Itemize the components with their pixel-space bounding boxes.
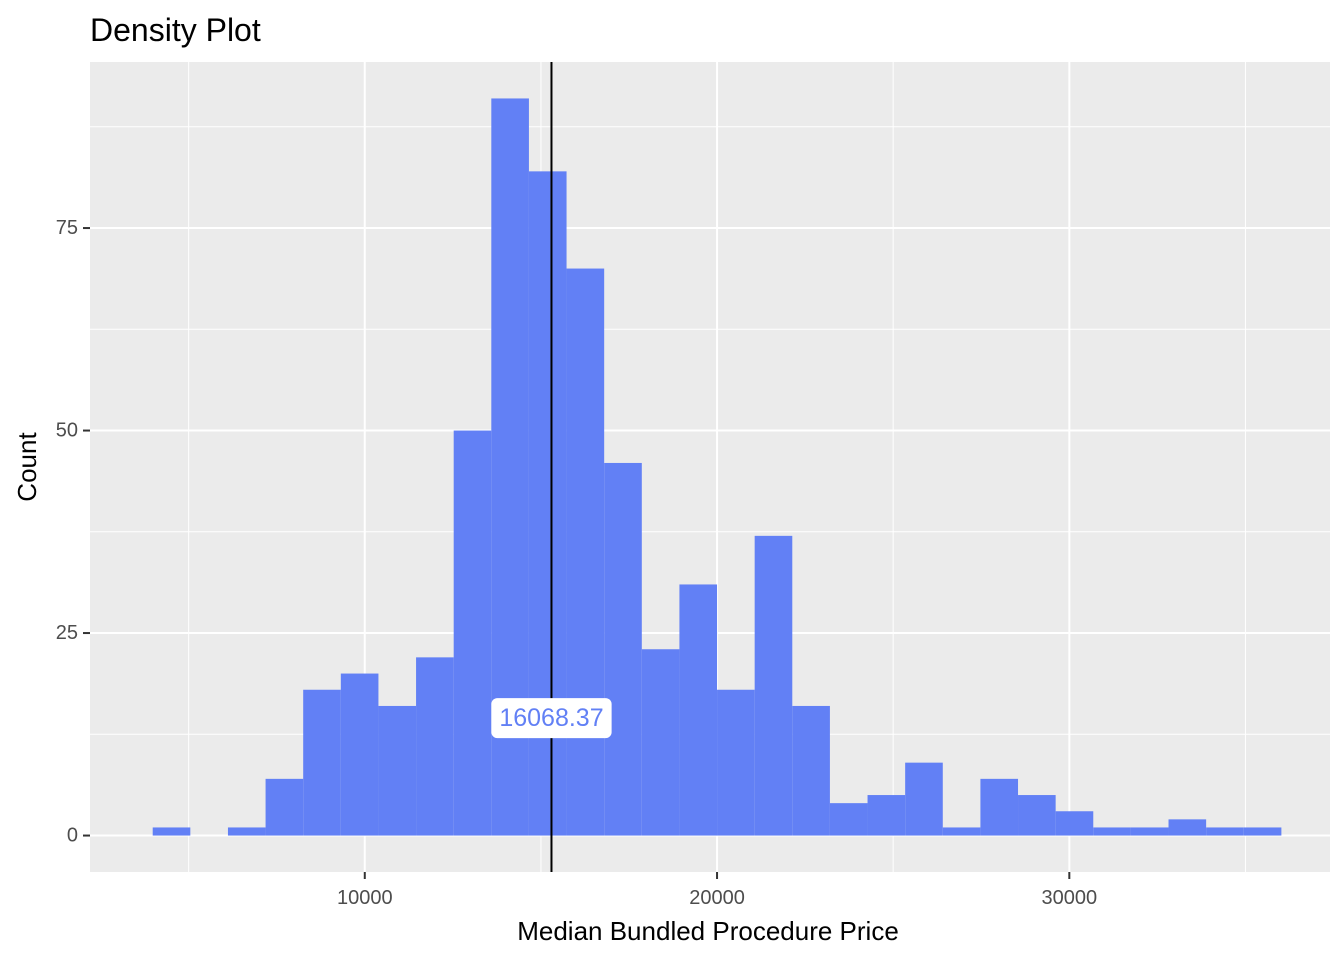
- histogram-bars: [152, 98, 1282, 836]
- y-axis-title: Count: [12, 432, 42, 502]
- histogram-bar: [378, 705, 417, 836]
- y-tick-label: 75: [56, 217, 78, 239]
- histogram-bar: [416, 657, 454, 836]
- histogram-bar: [1168, 819, 1207, 836]
- histogram-bar: [340, 673, 379, 836]
- histogram-bar: [980, 778, 1019, 836]
- x-axis: 10000 20000 30000: [337, 872, 1097, 909]
- histogram-bar: [717, 689, 755, 836]
- histogram-bar: [942, 827, 981, 836]
- histogram-bar: [792, 705, 830, 836]
- histogram-bar: [303, 689, 341, 836]
- histogram-bar: [152, 827, 191, 836]
- y-tick-label: 50: [56, 420, 78, 442]
- histogram-bar: [1243, 827, 1282, 836]
- histogram-bar: [1130, 827, 1169, 836]
- chart-title: Density Plot: [90, 12, 261, 48]
- histogram-bar: [265, 778, 304, 836]
- annotation-label: 16068.37: [491, 698, 612, 739]
- histogram-bar: [679, 584, 718, 836]
- histogram-bar: [604, 462, 642, 836]
- x-tick-label: 10000: [337, 887, 393, 909]
- histogram-bar: [829, 803, 868, 836]
- histogram-bar: [227, 827, 266, 836]
- histogram-bar: [1018, 795, 1056, 836]
- x-tick-label: 20000: [689, 887, 745, 909]
- histogram-bar: [641, 649, 680, 836]
- x-tick-label: 30000: [1042, 887, 1098, 909]
- histogram-bar: [453, 430, 492, 836]
- histogram-bar: [1055, 811, 1094, 836]
- histogram-bar: [566, 268, 605, 836]
- histogram-bar: [905, 762, 943, 836]
- y-axis: 0 25 50 75: [56, 217, 90, 847]
- histogram-bar: [1206, 827, 1244, 836]
- y-tick-label: 25: [56, 622, 78, 644]
- histogram-bar: [867, 795, 906, 836]
- y-tick-label: 0: [67, 825, 78, 847]
- annotation-text: 16068.37: [499, 704, 603, 732]
- histogram-bar: [1093, 827, 1131, 836]
- annotation-box: [491, 698, 612, 739]
- x-axis-title: Median Bundled Procedure Price: [517, 916, 899, 946]
- histogram-bar: [754, 535, 793, 836]
